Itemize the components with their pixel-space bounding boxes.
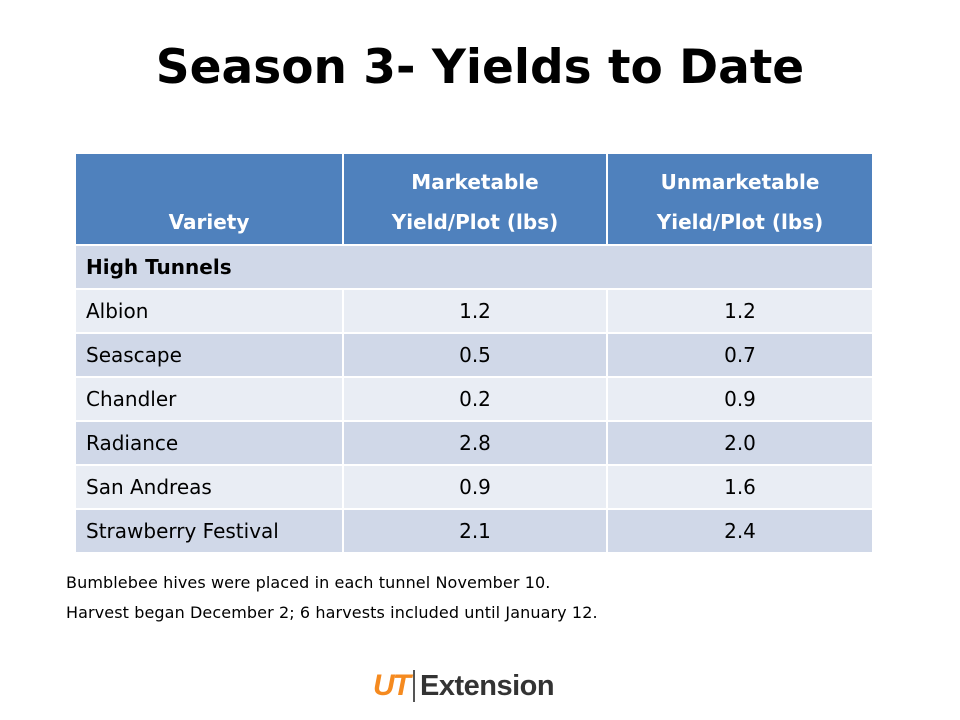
cell-unmarketable: 0.9: [607, 376, 872, 421]
cell-unmarketable: 1.2: [607, 288, 872, 333]
cell-marketable: 0.9: [343, 464, 608, 509]
cell-marketable: 1.2: [343, 288, 608, 333]
logo-divider: [413, 670, 415, 702]
table-header-row: Variety Marketable Yield/Plot (lbs) Unma…: [76, 154, 872, 245]
cell-marketable: 2.1: [343, 508, 608, 552]
ut-logo-mark: UT: [373, 669, 411, 702]
cell-marketable: 0.5: [343, 332, 608, 377]
section-row-high-tunnels: High Tunnels: [76, 244, 872, 289]
yield-table: Variety Marketable Yield/Plot (lbs) Unma…: [76, 154, 872, 552]
cell-unmarketable: 2.4: [607, 508, 872, 552]
cell-marketable: 0.2: [343, 376, 608, 421]
table-row: Strawberry Festival 2.1 2.4: [76, 508, 872, 552]
header-unmarketable: Unmarketable Yield/Plot (lbs): [607, 154, 872, 245]
table-row: Seascape 0.5 0.7: [76, 332, 872, 377]
table-row: Chandler 0.2 0.9: [76, 376, 872, 421]
header-marketable-line1: Marketable: [411, 170, 539, 194]
cell-variety: San Andreas: [76, 464, 344, 509]
table-row: Albion 1.2 1.2: [76, 288, 872, 333]
logo-text-extension: Extension: [420, 670, 555, 702]
header-variety-label: Variety: [168, 210, 250, 234]
cell-unmarketable: 2.0: [607, 420, 872, 465]
cell-variety: Chandler: [76, 376, 344, 421]
table-row: San Andreas 0.9 1.6: [76, 464, 872, 509]
cell-variety: Seascape: [76, 332, 344, 377]
cell-unmarketable: 0.7: [607, 332, 872, 377]
header-unmarketable-line1: Unmarketable: [660, 170, 820, 194]
ut-extension-logo: UT Extension: [373, 665, 555, 707]
cell-variety: Albion: [76, 288, 344, 333]
cell-variety: Strawberry Festival: [76, 508, 344, 552]
header-unmarketable-line2: Yield/Plot (lbs): [656, 210, 824, 234]
table-row: Radiance 2.8 2.0: [76, 420, 872, 465]
cell-unmarketable: 1.6: [607, 464, 872, 509]
header-marketable: Marketable Yield/Plot (lbs): [343, 154, 608, 245]
cell-variety: Radiance: [76, 420, 344, 465]
cell-marketable: 2.8: [343, 420, 608, 465]
section-label: High Tunnels: [76, 244, 872, 289]
note-harvest: Harvest began December 2; 6 harvests inc…: [66, 603, 598, 622]
slide-title: Season 3- Yields to Date: [155, 40, 805, 95]
header-marketable-line2: Yield/Plot (lbs): [391, 210, 559, 234]
note-bumblebee: Bumblebee hives were placed in each tunn…: [66, 573, 551, 592]
header-variety: Variety: [76, 154, 344, 245]
